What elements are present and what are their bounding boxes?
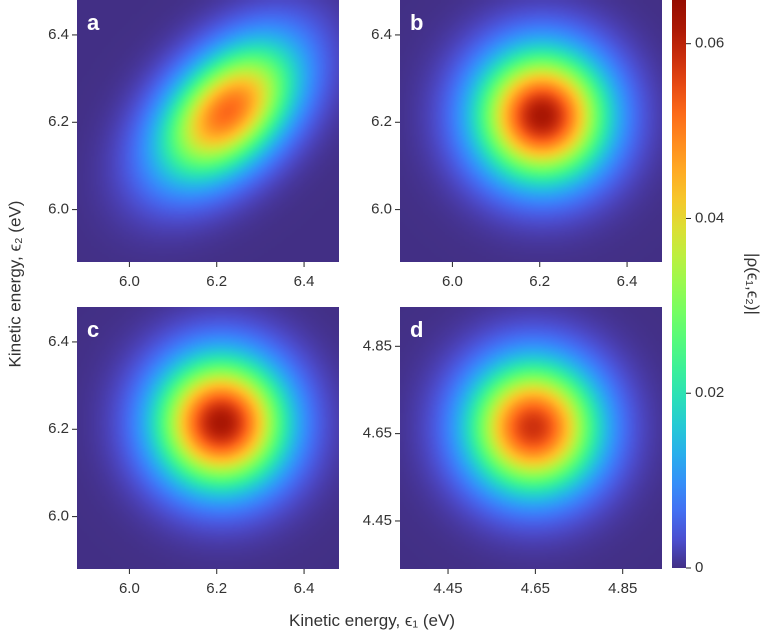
panel-d-heatmap — [400, 307, 662, 569]
colorbar-tick-label: 0.06 — [695, 35, 724, 52]
y-tick-label: 4.45 — [363, 512, 392, 529]
panel-d-ticks: 4.45 4.65 4.85 4.45 4.65 4.85 — [363, 337, 638, 597]
x-tick-label: 4.45 — [433, 580, 462, 597]
y-tick-label: 6.4 — [48, 333, 69, 350]
y-tick-label: 6.2 — [48, 420, 69, 437]
x-tick-label: 6.4 — [617, 273, 638, 290]
panel-b-ticks: 6.0 6.2 6.4 6.0 6.2 6.4 — [371, 26, 637, 290]
panel-b-label: b — [410, 10, 423, 35]
panel-a-heatmap — [77, 0, 339, 262]
x-tick-label: 6.0 — [119, 580, 140, 597]
panel-c-ticks: 6.0 6.2 6.4 6.0 6.2 6.4 — [48, 333, 314, 597]
panel-d-label: d — [410, 317, 423, 342]
x-tick-label: 6.4 — [294, 273, 315, 290]
y-tick-label: 6.2 — [371, 113, 392, 130]
panel-a-ticks: 6.0 6.2 6.4 6.0 6.2 6.4 — [48, 26, 314, 290]
y-tick-label: 6.0 — [48, 201, 69, 218]
panel-b: b 6.0 6.2 6.4 6.0 6.2 6.4 — [371, 0, 662, 290]
y-tick-label: 6.0 — [48, 508, 69, 525]
y-tick-label: 4.65 — [363, 425, 392, 442]
x-tick-label: 4.85 — [608, 580, 637, 597]
colorbar-tick-label: 0.02 — [695, 384, 724, 401]
colorbar-ticks: 0 0.02 0.04 0.06 — [686, 35, 724, 576]
y-tick-label: 6.4 — [48, 26, 69, 43]
y-tick-label: 4.85 — [363, 337, 392, 354]
x-tick-label: 6.4 — [294, 580, 315, 597]
colorbar-scale — [672, 0, 686, 568]
x-tick-label: 6.2 — [529, 273, 550, 290]
colorbar-label: |ρ(ϵ₁,ϵ₂)| — [744, 253, 763, 315]
panel-c: c 6.0 6.2 6.4 6.0 6.2 6.4 — [48, 307, 339, 597]
colorbar-tick-label: 0 — [695, 559, 703, 576]
panel-c-label: c — [87, 317, 99, 342]
y-tick-label: 6.4 — [371, 26, 392, 43]
x-axis-title: Kinetic energy, ϵ₁ (eV) — [289, 611, 455, 630]
colorbar: 0 0.02 0.04 0.06 |ρ(ϵ₁,ϵ₂)| — [672, 0, 763, 576]
panel-b-heatmap — [400, 0, 662, 262]
x-tick-label: 6.2 — [206, 273, 227, 290]
x-tick-label: 6.2 — [206, 580, 227, 597]
y-tick-label: 6.2 — [48, 113, 69, 130]
panel-c-heatmap — [77, 307, 339, 569]
panel-a-label: a — [87, 10, 100, 35]
y-tick-label: 6.0 — [371, 201, 392, 218]
panel-a: a 6.0 6.2 6.4 6.0 6.2 6.4 — [48, 0, 339, 290]
colorbar-tick-label: 0.04 — [695, 209, 724, 226]
x-tick-label: 4.65 — [521, 580, 550, 597]
x-tick-label: 6.0 — [442, 273, 463, 290]
x-tick-label: 6.0 — [119, 273, 140, 290]
panel-d: d 4.45 4.65 4.85 4.45 4.65 4.85 — [363, 307, 662, 597]
y-axis-title: Kinetic energy, ϵ₂ (eV) — [5, 201, 24, 368]
